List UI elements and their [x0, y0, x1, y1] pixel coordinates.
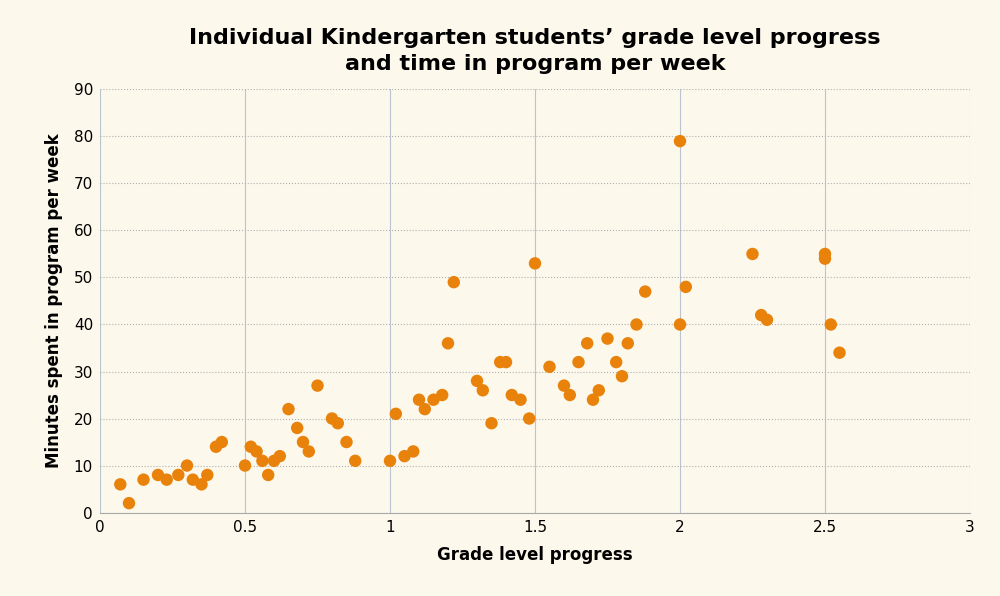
Point	[417, 404, 433, 414]
Point	[426, 395, 442, 405]
Point	[194, 480, 210, 489]
Point	[295, 437, 311, 447]
Point	[591, 386, 607, 395]
Point	[170, 470, 186, 480]
Point	[185, 475, 201, 485]
Point	[629, 319, 645, 329]
X-axis label: Grade level progress: Grade level progress	[437, 545, 633, 564]
Point	[817, 254, 833, 263]
Point	[759, 315, 775, 325]
Point	[475, 386, 491, 395]
Point	[208, 442, 224, 452]
Point	[136, 475, 152, 485]
Point	[260, 470, 276, 480]
Point	[159, 475, 175, 485]
Point	[817, 249, 833, 259]
Point	[556, 381, 572, 390]
Point	[272, 451, 288, 461]
Point	[214, 437, 230, 447]
Point	[388, 409, 404, 418]
Point	[484, 418, 500, 428]
Point	[112, 480, 128, 489]
Point	[237, 461, 253, 470]
Point	[440, 339, 456, 348]
Point	[512, 395, 528, 405]
Point	[446, 277, 462, 287]
Point	[179, 461, 195, 470]
Y-axis label: Minutes spent in program per week: Minutes spent in program per week	[45, 134, 63, 468]
Point	[310, 381, 326, 390]
Point	[562, 390, 578, 400]
Title: Individual Kindergarten students’ grade level progress
and time in program per w: Individual Kindergarten students’ grade …	[189, 27, 881, 74]
Point	[199, 470, 215, 480]
Point	[243, 442, 259, 452]
Point	[504, 390, 520, 400]
Point	[498, 358, 514, 367]
Point	[434, 390, 450, 400]
Point	[678, 282, 694, 291]
Point	[330, 418, 346, 428]
Point	[347, 456, 363, 465]
Point	[382, 456, 398, 465]
Point	[254, 456, 270, 465]
Point	[324, 414, 340, 423]
Point	[614, 371, 630, 381]
Point	[744, 249, 761, 259]
Point	[280, 404, 296, 414]
Point	[150, 470, 166, 480]
Point	[608, 358, 624, 367]
Point	[672, 319, 688, 329]
Point	[542, 362, 558, 371]
Point	[411, 395, 427, 405]
Point	[521, 414, 537, 423]
Point	[672, 136, 688, 146]
Point	[823, 319, 839, 329]
Point	[620, 339, 636, 348]
Point	[266, 456, 282, 465]
Point	[289, 423, 305, 433]
Point	[405, 446, 421, 456]
Point	[469, 376, 485, 386]
Point	[301, 446, 317, 456]
Point	[585, 395, 601, 405]
Point	[121, 498, 137, 508]
Point	[492, 358, 508, 367]
Point	[570, 358, 586, 367]
Point	[579, 339, 595, 348]
Point	[249, 446, 265, 456]
Point	[832, 348, 848, 358]
Point	[527, 259, 543, 268]
Point	[396, 451, 413, 461]
Point	[753, 311, 769, 320]
Point	[637, 287, 653, 296]
Point	[600, 334, 616, 343]
Point	[338, 437, 355, 447]
